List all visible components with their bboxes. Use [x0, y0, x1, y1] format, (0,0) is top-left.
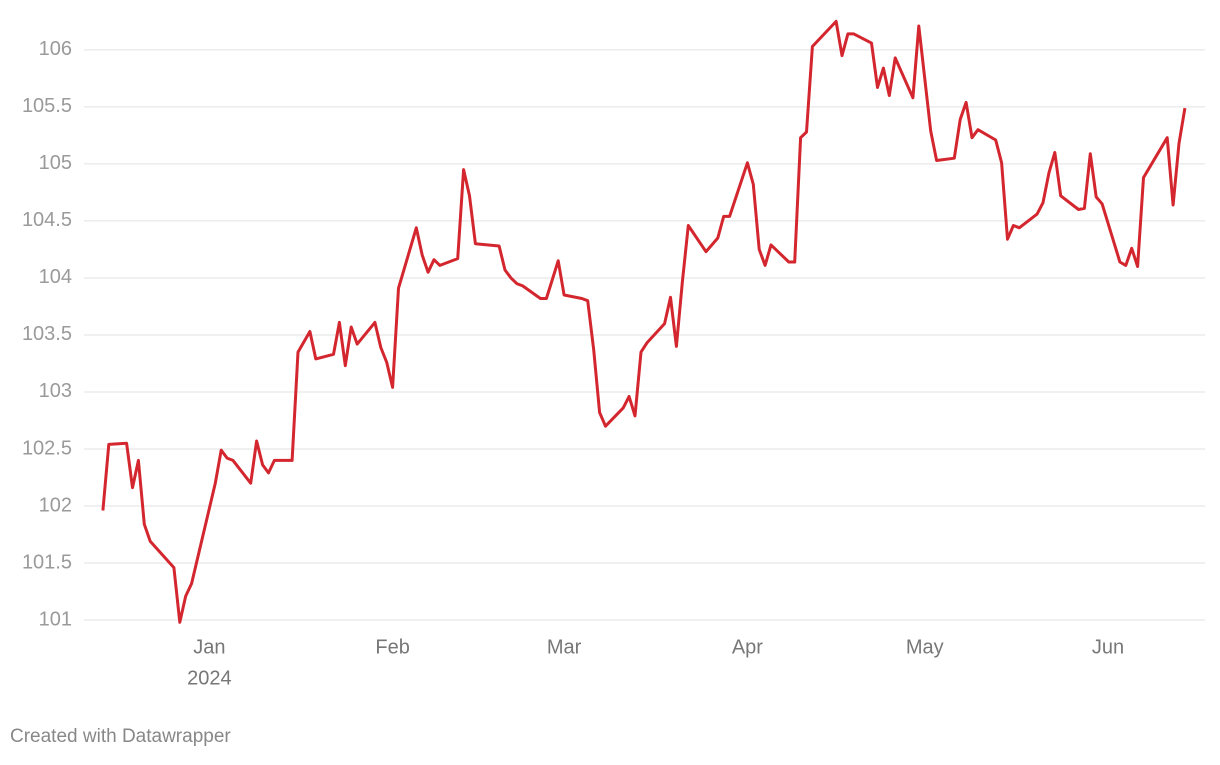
y-tick-label: 104.5 — [22, 209, 72, 231]
y-tick-label: 101 — [39, 608, 72, 630]
x-tick-label: Apr — [732, 636, 763, 658]
y-tick-label: 105 — [39, 152, 72, 174]
y-tick-label: 102.5 — [22, 437, 72, 459]
y-tick-label: 106 — [39, 38, 72, 60]
x-tick-label: Feb — [375, 636, 409, 658]
x-tick-label: May — [906, 636, 944, 658]
data-line — [101, 19, 1187, 624]
y-tick-label: 101.5 — [22, 551, 72, 573]
x-tick-label: Jun — [1092, 636, 1124, 658]
y-tick-label: 103.5 — [22, 323, 72, 345]
x-year-label: 2024 — [187, 667, 232, 689]
x-tick-label: Jan — [193, 636, 225, 658]
y-tick-label: 103 — [39, 380, 72, 402]
y-tick-label: 104 — [39, 266, 72, 288]
footer: Created with Datawrapper — [10, 726, 231, 747]
x-tick-label: Mar — [547, 636, 582, 658]
y-tick-label: 102 — [39, 494, 72, 516]
y-tick-label: 105.5 — [22, 95, 72, 117]
